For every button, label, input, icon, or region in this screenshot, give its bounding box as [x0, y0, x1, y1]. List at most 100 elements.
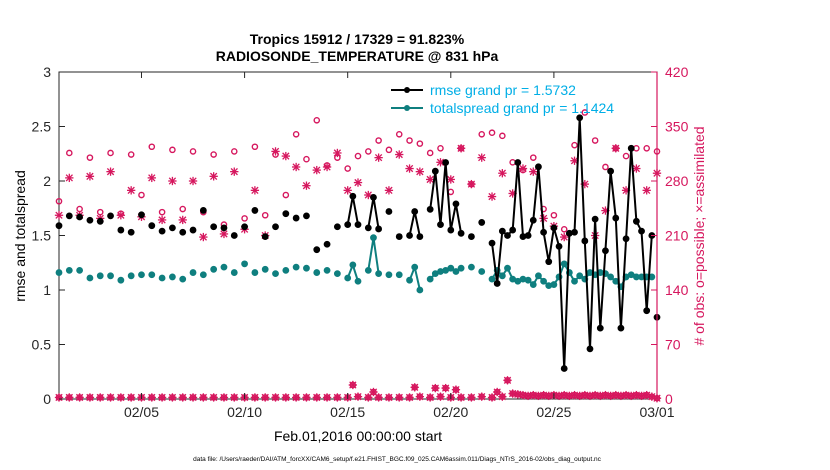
- obs-assimilated-point: [415, 167, 425, 176]
- obs-zero-assimilated-point: [441, 383, 450, 393]
- obs-assimilated-point: [250, 186, 260, 195]
- totalspread-series-point: [488, 275, 496, 283]
- rmse-series-point: [179, 228, 187, 236]
- rmse-series-point: [504, 232, 511, 239]
- x-tick-label: 02/25: [536, 404, 571, 420]
- rmse-series-point: [540, 228, 547, 236]
- rmse-series-point: [617, 324, 625, 332]
- obs-assimilated-point: [477, 153, 486, 162]
- totalspread-series-point: [230, 269, 238, 276]
- totalspread-series-point: [406, 276, 413, 284]
- data-file-footer: data file: /Users/raeder/DAI/ATM_forcXX/…: [193, 456, 602, 463]
- totalspread-series-point: [148, 271, 156, 279]
- obs-zero-assimilated-point: [168, 393, 177, 402]
- rmse-series-point: [488, 239, 496, 247]
- obs-possible-point: [127, 151, 135, 158]
- totalspread-series-point: [535, 272, 542, 280]
- obs-zero-assimilated-point: [498, 392, 507, 401]
- obs-assimilated-point: [467, 179, 476, 189]
- obs-possible-point: [571, 141, 578, 149]
- totalspread-series-point: [179, 275, 187, 283]
- rmse-series-point: [210, 223, 218, 231]
- rmse-series-point: [581, 237, 589, 245]
- rmse-series-point: [364, 224, 372, 232]
- obs-possible-point: [210, 151, 217, 158]
- obs-possible-point: [426, 149, 434, 157]
- totalspread-series-point: [96, 272, 104, 280]
- obs-assimilated-point: [395, 150, 404, 159]
- rmse-series-point: [643, 307, 651, 315]
- totalspread-series-point: [576, 272, 584, 280]
- obs-zero-assimilated-point: [209, 393, 218, 402]
- totalspread-series-point: [210, 265, 218, 273]
- legend-rmse-label: rmse grand pr = 1.5732: [430, 82, 576, 98]
- obs-possible-point: [313, 116, 321, 124]
- rmse-series-point: [313, 246, 321, 254]
- totalspread-series-point: [158, 274, 166, 282]
- rmse-series-point: [586, 345, 594, 353]
- obs-assimilated-point: [188, 176, 198, 186]
- obs-assimilated-point: [312, 165, 321, 175]
- obs-assimilated-point: [426, 175, 435, 184]
- rmse-series-point: [199, 207, 207, 214]
- obs-assimilated-point: [85, 172, 95, 181]
- y-tick-label-right: 70: [665, 337, 681, 353]
- rmse-series-point: [148, 222, 156, 230]
- totalspread-series-point: [117, 276, 125, 284]
- obs-zero-assimilated-point: [106, 393, 115, 402]
- chart-subtitle: RADIOSONDE_TEMPERATURE @ 831 hPa: [216, 48, 499, 64]
- obs-zero-assimilated-point: [147, 393, 156, 402]
- y-tick-label-left: 2: [43, 173, 51, 189]
- obs-possible-point: [622, 152, 630, 160]
- obs-assimilated-point: [611, 144, 620, 153]
- obs-assimilated-point: [642, 186, 651, 195]
- rmse-series-point: [411, 208, 419, 215]
- obs-possible-point: [230, 148, 238, 155]
- legend: rmse grand pr = 1.5732 totalspread grand …: [391, 82, 614, 116]
- rmse-series-point: [560, 365, 568, 372]
- totalspread-series-point: [323, 266, 331, 274]
- obs-possible-point: [365, 148, 372, 155]
- rmse-series-point: [261, 233, 269, 240]
- rmse-series-point: [550, 224, 558, 232]
- obs-zero-assimilated-point: [451, 385, 461, 394]
- obs-zero-assimilated-point: [353, 392, 363, 401]
- rmse-series-point: [468, 233, 475, 240]
- totalspread-series-point: [65, 266, 73, 274]
- totalspread-series-point: [169, 273, 176, 281]
- series-layer: [54, 109, 662, 403]
- obs-possible-point: [488, 129, 496, 137]
- rmse-series-point: [596, 324, 604, 332]
- rmse-series-point: [529, 216, 537, 224]
- totalspread-series-point: [189, 269, 197, 276]
- rmse-series-point: [344, 221, 352, 229]
- totalspread-series-point: [261, 265, 269, 273]
- rmse-series-point: [545, 258, 553, 266]
- obs-zero-assimilated-point: [281, 393, 290, 402]
- obs-possible-point: [66, 149, 73, 157]
- totalspread-series-point: [303, 264, 310, 272]
- obs-assimilated-point: [560, 232, 569, 242]
- rmse-series-point: [292, 214, 300, 222]
- totalspread-series-point: [241, 260, 248, 268]
- obs-zero-assimilated-point: [178, 393, 187, 402]
- obs-possible-point: [148, 143, 156, 151]
- legend-rmse: rmse grand pr = 1.5732: [391, 82, 576, 98]
- obs-assimilated-point: [106, 167, 115, 176]
- y-tick-label-left: 1: [43, 282, 51, 298]
- obs-zero-assimilated-point: [415, 392, 425, 401]
- rmse-series-point: [395, 233, 403, 240]
- rmse-series-point: [452, 200, 460, 208]
- totalspread-series-point: [550, 281, 558, 288]
- totalspread-series-point: [426, 275, 434, 283]
- rmse-series-point: [576, 114, 584, 122]
- y-tick-label-right: 420: [665, 64, 689, 80]
- obs-zero-assimilated-point: [157, 393, 167, 402]
- obs-zero-assimilated-point: [348, 380, 358, 390]
- obs-assimilated-point: [281, 151, 290, 161]
- rmse-series-point: [514, 159, 522, 166]
- y-tick-label-right: 280: [665, 173, 689, 189]
- obs-possible-point: [406, 137, 413, 144]
- rmse-series-point: [158, 227, 166, 235]
- y-tick-label-left: 1.5: [32, 228, 52, 244]
